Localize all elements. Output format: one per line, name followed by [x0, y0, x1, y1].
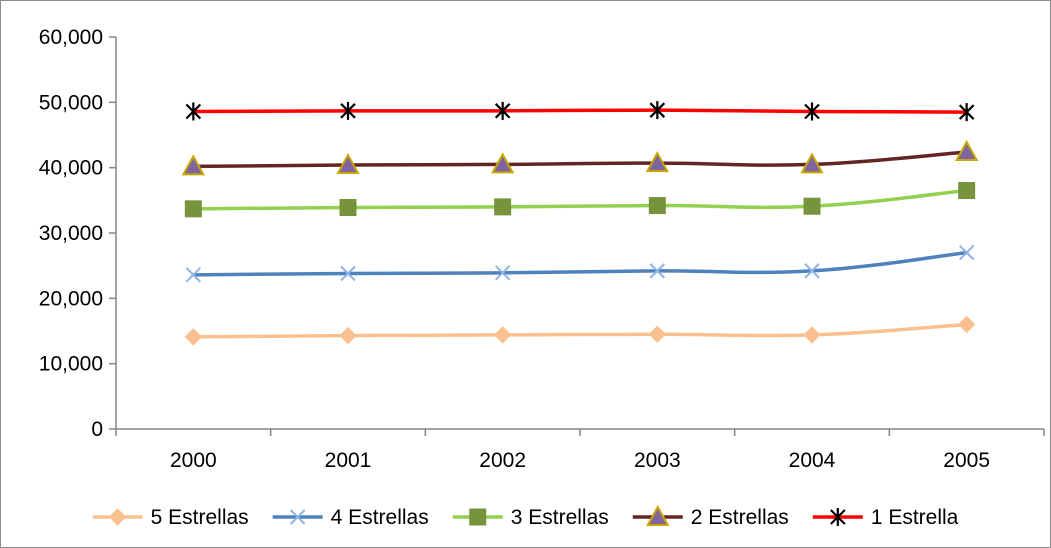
legend-swatch-marker	[108, 508, 127, 526]
data-point	[803, 326, 821, 344]
data-point	[185, 102, 202, 121]
data-point	[339, 199, 357, 217]
data-point	[185, 267, 202, 283]
data-point	[800, 152, 824, 174]
legend-item: 4 Estrellas	[272, 506, 429, 529]
y-tick-label: 50,000	[39, 91, 103, 114]
series-line	[191, 322, 969, 339]
legend-swatch-marker	[646, 504, 670, 526]
series-line	[191, 250, 969, 277]
legend-item: 3 Estrellas	[452, 506, 609, 529]
data-point	[649, 101, 666, 120]
x-tick-label: 2004	[789, 449, 836, 472]
y-tick-label: 60,000	[39, 26, 103, 49]
legend-label: 2 Estrellas	[691, 506, 789, 529]
data-point	[954, 139, 979, 161]
legend-label: 5 Estrellas	[151, 506, 249, 529]
data-point	[184, 328, 203, 346]
data-point	[494, 265, 511, 281]
data-point	[339, 326, 357, 345]
legend-item: 5 Estrellas	[92, 506, 249, 529]
data-point	[493, 326, 512, 344]
data-point	[803, 197, 821, 215]
data-point	[494, 101, 511, 120]
data-point	[958, 103, 975, 122]
series-group	[181, 101, 979, 346]
legend-item: 1 Estrella	[812, 506, 959, 529]
y-tick-label: 0	[91, 418, 103, 441]
data-point	[649, 263, 666, 279]
x-tick-label: 2003	[634, 449, 681, 472]
y-tick-label: 20,000	[39, 287, 103, 310]
data-point	[957, 315, 976, 334]
y-tick-label: 40,000	[39, 157, 103, 180]
data-point	[958, 244, 975, 261]
data-point	[184, 200, 202, 218]
data-point	[340, 265, 356, 282]
legend-label: 1 Estrella	[871, 506, 959, 529]
data-point	[336, 152, 360, 175]
legend-label: 4 Estrellas	[331, 506, 429, 529]
series-line	[191, 108, 969, 114]
series-4-estrellas	[185, 244, 975, 283]
data-point	[804, 102, 820, 121]
legend-item: 2 Estrellas	[632, 504, 789, 529]
series-line	[191, 150, 969, 169]
series-5-estrellas	[184, 315, 976, 346]
legend-label: 3 Estrellas	[511, 506, 609, 529]
series-3-estrellas	[184, 182, 976, 218]
legend-swatch-marker	[289, 509, 306, 525]
axes: 0 10,000 20,000 30,000 40,000 50,000 60,000 200…	[39, 26, 1045, 472]
x-tick-label: 2002	[479, 449, 526, 472]
data-point	[804, 263, 820, 279]
legend: 5 Estrellas 4 Estrellas 3 Estrellas 2 Estre…	[92, 504, 959, 529]
series-line	[191, 188, 969, 211]
series-2-estrellas	[181, 139, 979, 176]
data-point	[490, 152, 515, 174]
legend-swatch-marker	[830, 508, 846, 526]
data-point	[648, 325, 667, 343]
data-point	[494, 198, 512, 216]
y-tick-label: 30,000	[39, 222, 103, 245]
data-point	[958, 182, 976, 200]
data-point	[181, 154, 206, 176]
x-tick-label: 2001	[325, 449, 372, 472]
x-tick-label: 2005	[943, 449, 990, 472]
y-tick-label: 10,000	[39, 353, 103, 376]
data-point	[648, 197, 666, 215]
legend-swatch-marker	[469, 508, 487, 526]
x-tick-label: 2000	[170, 449, 217, 472]
data-point	[645, 151, 670, 173]
series-1-estrella	[185, 101, 975, 122]
data-point	[340, 101, 356, 120]
